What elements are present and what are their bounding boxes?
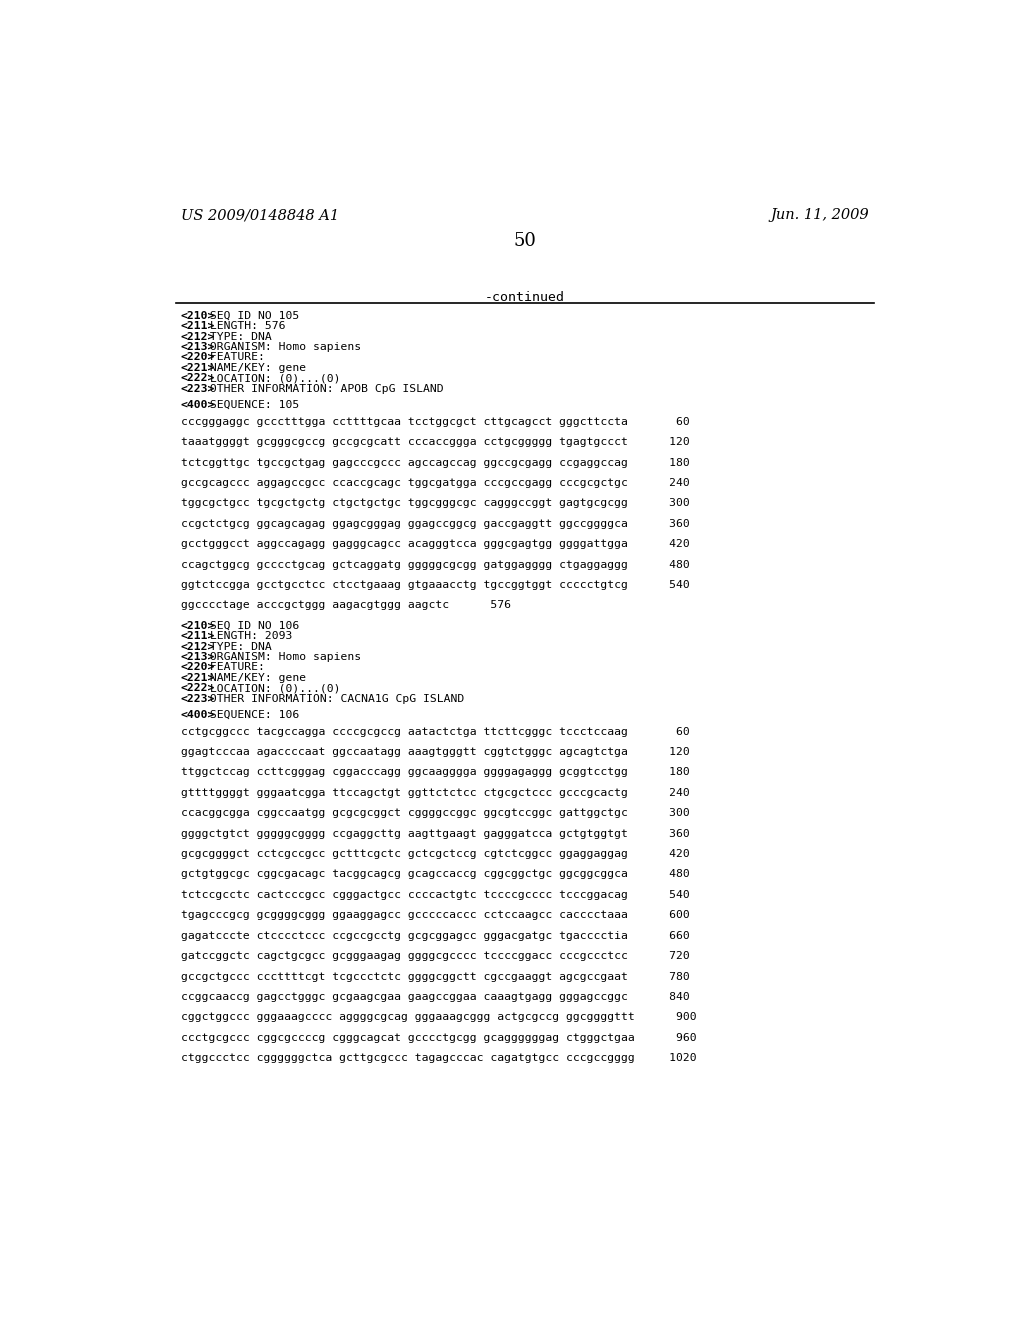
Text: gagatcccte ctcccctccc ccgccgcctg gcgcggagcc gggacgatgc tgacccctia      660: gagatcccte ctcccctccc ccgccgcctg gcgcgga… [180,931,689,941]
Text: NAME/KEY: gene: NAME/KEY: gene [203,363,306,372]
Text: ggcccctage acccgctggg aagacgtggg aagctc      576: ggcccctage acccgctggg aagacgtggg aagctc … [180,601,511,610]
Text: gcgcggggct cctcgccgcc gctttcgctc gctcgctccg cgtctcggcc ggaggaggag      420: gcgcggggct cctcgccgcc gctttcgctc gctcgct… [180,849,689,859]
Text: <210>: <210> [180,620,215,631]
Text: <220>: <220> [180,352,215,363]
Text: ggggctgtct gggggcgggg ccgaggcttg aagttgaagt gagggatcca gctgtggtgt      360: ggggctgtct gggggcgggg ccgaggcttg aagttga… [180,829,689,838]
Text: ccctgcgccc cggcgccccg cgggcagcat gcccctgcgg gcaggggggag ctgggctgaa      960: ccctgcgccc cggcgccccg cgggcagcat gcccctg… [180,1032,696,1043]
Text: <221>: <221> [180,673,215,682]
Text: ccagctggcg gcccctgcag gctcaggatg gggggcgcgg gatggagggg ctgaggaggg      480: ccagctggcg gcccctgcag gctcaggatg gggggcg… [180,560,689,569]
Text: <221>: <221> [180,363,215,372]
Text: ccacggcgga cggccaatgg gcgcgcggct cggggccggc ggcgtccggc gattggctgc      300: ccacggcgga cggccaatgg gcgcgcggct cggggcc… [180,808,689,818]
Text: <400>: <400> [180,400,215,411]
Text: tgagcccgcg gcggggcggg ggaaggagcc gcccccaccc cctccaagcc cacccctaaa      600: tgagcccgcg gcggggcggg ggaaggagcc gccccca… [180,911,689,920]
Text: ccgctctgcg ggcagcagag ggagcgggag ggagccggcg gaccgaggtt ggccggggca      360: ccgctctgcg ggcagcagag ggagcgggag ggagccg… [180,519,689,529]
Text: <211>: <211> [180,321,215,331]
Text: TYPE: DNA: TYPE: DNA [203,642,272,652]
Text: <223>: <223> [180,384,215,393]
Text: gcctgggcct aggccagagg gagggcagcc acagggtcca gggcgagtgg ggggattgga      420: gcctgggcct aggccagagg gagggcagcc acagggt… [180,539,689,549]
Text: <222>: <222> [180,684,215,693]
Text: ORGANISM: Homo sapiens: ORGANISM: Homo sapiens [203,652,361,661]
Text: taaatggggt gcgggcgccg gccgcgcatt cccaccggga cctgcggggg tgagtgccct      120: taaatggggt gcgggcgccg gccgcgcatt cccaccg… [180,437,689,447]
Text: ORGANISM: Homo sapiens: ORGANISM: Homo sapiens [203,342,361,352]
Text: LENGTH: 576: LENGTH: 576 [203,321,286,331]
Text: cggctggccc gggaaagcccc aggggcgcag gggaaagcggg actgcgccg ggcggggttt      900: cggctggccc gggaaagcccc aggggcgcag gggaaa… [180,1012,696,1022]
Text: ggtctccgga gcctgcctcc ctcctgaaag gtgaaacctg tgccggtggt ccccctgtcg      540: ggtctccgga gcctgcctcc ctcctgaaag gtgaaac… [180,579,689,590]
Text: TYPE: DNA: TYPE: DNA [203,331,272,342]
Text: NAME/KEY: gene: NAME/KEY: gene [203,673,306,682]
Text: SEQUENCE: 105: SEQUENCE: 105 [203,400,299,411]
Text: LENGTH: 2093: LENGTH: 2093 [203,631,293,642]
Text: <211>: <211> [180,631,215,642]
Text: <210>: <210> [180,312,215,321]
Text: tctccgcctc cactcccgcc cgggactgcc ccccactgtc tccccgcccc tcccggacag      540: tctccgcctc cactcccgcc cgggactgcc ccccact… [180,890,689,900]
Text: <400>: <400> [180,710,215,721]
Text: US 2009/0148848 A1: US 2009/0148848 A1 [180,209,339,223]
Text: ttggctccag ccttcgggag cggacccagg ggcaagggga ggggagaggg gcggtcctgg      180: ttggctccag ccttcgggag cggacccagg ggcaagg… [180,767,689,777]
Text: OTHER INFORMATION: APOB CpG ISLAND: OTHER INFORMATION: APOB CpG ISLAND [203,384,443,393]
Text: tctcggttgc tgccgctgag gagcccgccc agccagccag ggccgcgagg ccgaggccag      180: tctcggttgc tgccgctgag gagcccgccc agccagc… [180,458,689,467]
Text: ctggccctcc cggggggctca gcttgcgccc tagagcccac cagatgtgcc cccgccgggg     1020: ctggccctcc cggggggctca gcttgcgccc tagagc… [180,1053,696,1063]
Text: 50: 50 [513,231,537,249]
Text: -continued: -continued [484,290,565,304]
Text: <222>: <222> [180,374,215,383]
Text: <212>: <212> [180,331,215,342]
Text: FEATURE:: FEATURE: [203,663,265,672]
Text: cctgcggccc tacgccagga ccccgcgccg aatactctga ttcttcgggc tccctccaag       60: cctgcggccc tacgccagga ccccgcgccg aatactc… [180,726,689,737]
Text: <220>: <220> [180,663,215,672]
Text: LOCATION: (0)...(0): LOCATION: (0)...(0) [203,374,341,383]
Text: <223>: <223> [180,693,215,704]
Text: SEQUENCE: 106: SEQUENCE: 106 [203,710,299,721]
Text: LOCATION: (0)...(0): LOCATION: (0)...(0) [203,684,341,693]
Text: tggcgctgcc tgcgctgctg ctgctgctgc tggcgggcgc cagggccggt gagtgcgcgg      300: tggcgctgcc tgcgctgctg ctgctgctgc tggcggg… [180,499,689,508]
Text: gccgctgccc cccttttcgt tcgccctctc ggggcggctt cgccgaaggt agcgccgaat      780: gccgctgccc cccttttcgt tcgccctctc ggggcgg… [180,972,689,982]
Text: Jun. 11, 2009: Jun. 11, 2009 [770,209,869,223]
Text: FEATURE:: FEATURE: [203,352,265,363]
Text: ccggcaaccg gagcctgggc gcgaagcgaa gaagccggaa caaagtgagg gggagccggc      840: ccggcaaccg gagcctgggc gcgaagcgaa gaagccg… [180,991,689,1002]
Text: <212>: <212> [180,642,215,652]
Text: gatccggctc cagctgcgcc gcgggaagag ggggcgcccc tccccggacc cccgccctcc      720: gatccggctc cagctgcgcc gcgggaagag ggggcgc… [180,952,689,961]
Text: ggagtcccaa agaccccaat ggccaatagg aaagtgggtt cggtctgggc agcagtctga      120: ggagtcccaa agaccccaat ggccaatagg aaagtgg… [180,747,689,758]
Text: <213>: <213> [180,342,215,352]
Text: gttttggggt gggaatcgga ttccagctgt ggttctctcc ctgcgctccc gcccgcactg      240: gttttggggt gggaatcgga ttccagctgt ggttctc… [180,788,689,797]
Text: gctgtggcgc cggcgacagc tacggcagcg gcagccaccg cggcggctgc ggcggcggca      480: gctgtggcgc cggcgacagc tacggcagcg gcagcca… [180,870,689,879]
Text: OTHER INFORMATION: CACNA1G CpG ISLAND: OTHER INFORMATION: CACNA1G CpG ISLAND [203,693,465,704]
Text: SEQ ID NO 105: SEQ ID NO 105 [203,312,299,321]
Text: cccgggaggc gccctttgga ccttttgcaa tcctggcgct cttgcagcct gggcttccta       60: cccgggaggc gccctttgga ccttttgcaa tcctggc… [180,417,689,426]
Text: gccgcagccc aggagccgcc ccaccgcagc tggcgatgga cccgccgagg cccgcgctgc      240: gccgcagccc aggagccgcc ccaccgcagc tggcgat… [180,478,689,488]
Text: <213>: <213> [180,652,215,661]
Text: SEQ ID NO 106: SEQ ID NO 106 [203,620,299,631]
